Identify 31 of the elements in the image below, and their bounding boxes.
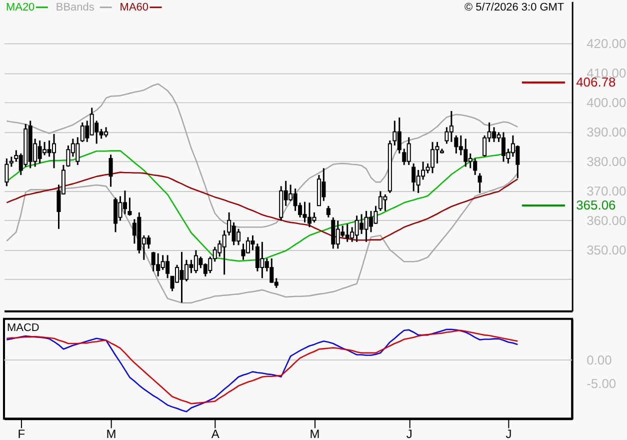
y-tick-label: 0.00 [586,352,612,368]
y-tick-label: -5.00 [586,376,616,391]
y-tick-label: 370.00 [586,183,626,198]
candlestick [368,210,374,233]
y-tick-label: 420.00 [586,36,626,51]
candlestick [326,205,330,218]
legend-label: BBands [56,1,95,14]
line-series [6,172,518,304]
x-tick-label: M [310,427,320,440]
y-tick-label: 400.00 [586,94,626,110]
y-tick-label: 360.00 [586,212,626,228]
candlestick [307,202,312,228]
annotation: © 5/7/2026 3:0 GMT [464,1,564,14]
legend-label: MA60 [120,1,148,14]
candlestick [478,172,482,194]
x-tick-label: J [506,427,512,440]
chart-title: MACD [6,322,40,334]
x-tick-label: A [211,427,220,440]
ref-line-label: 365.06 [576,197,616,212]
candlestick [128,196,132,216]
candlestick [9,156,14,168]
candlestick [4,158,9,187]
y-tick-label: 380.00 [586,154,626,169]
candlestick [108,154,113,188]
y-tick-label: 390.00 [586,124,626,140]
legend-label: MA20 [6,1,35,14]
x-tick-label: J [406,427,412,440]
x-tick-label: M [106,427,116,440]
y-tick-label: 350.00 [586,242,626,258]
candlestick [52,133,56,169]
x-tick-label: F [18,427,26,440]
